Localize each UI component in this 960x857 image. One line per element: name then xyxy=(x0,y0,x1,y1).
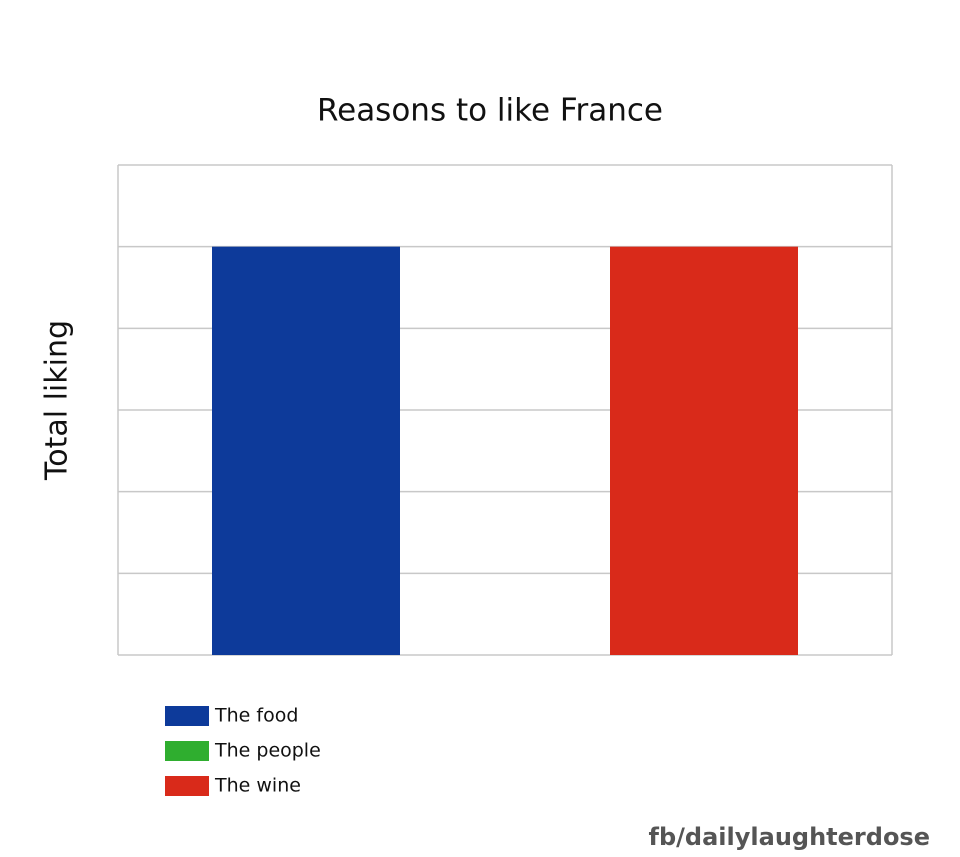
chart-title: Reasons to like France xyxy=(317,93,663,129)
bar xyxy=(212,246,400,655)
legend-swatch xyxy=(165,741,209,761)
legend-label: The people xyxy=(214,740,321,762)
legend-swatch xyxy=(165,706,209,726)
y-axis-label: Total liking xyxy=(40,320,75,481)
bar xyxy=(610,246,798,655)
legend-label: The wine xyxy=(214,775,301,797)
legend-label: The food xyxy=(214,705,298,727)
legend-swatch xyxy=(165,776,209,796)
watermark: fb/dailylaughterdose xyxy=(649,823,930,851)
